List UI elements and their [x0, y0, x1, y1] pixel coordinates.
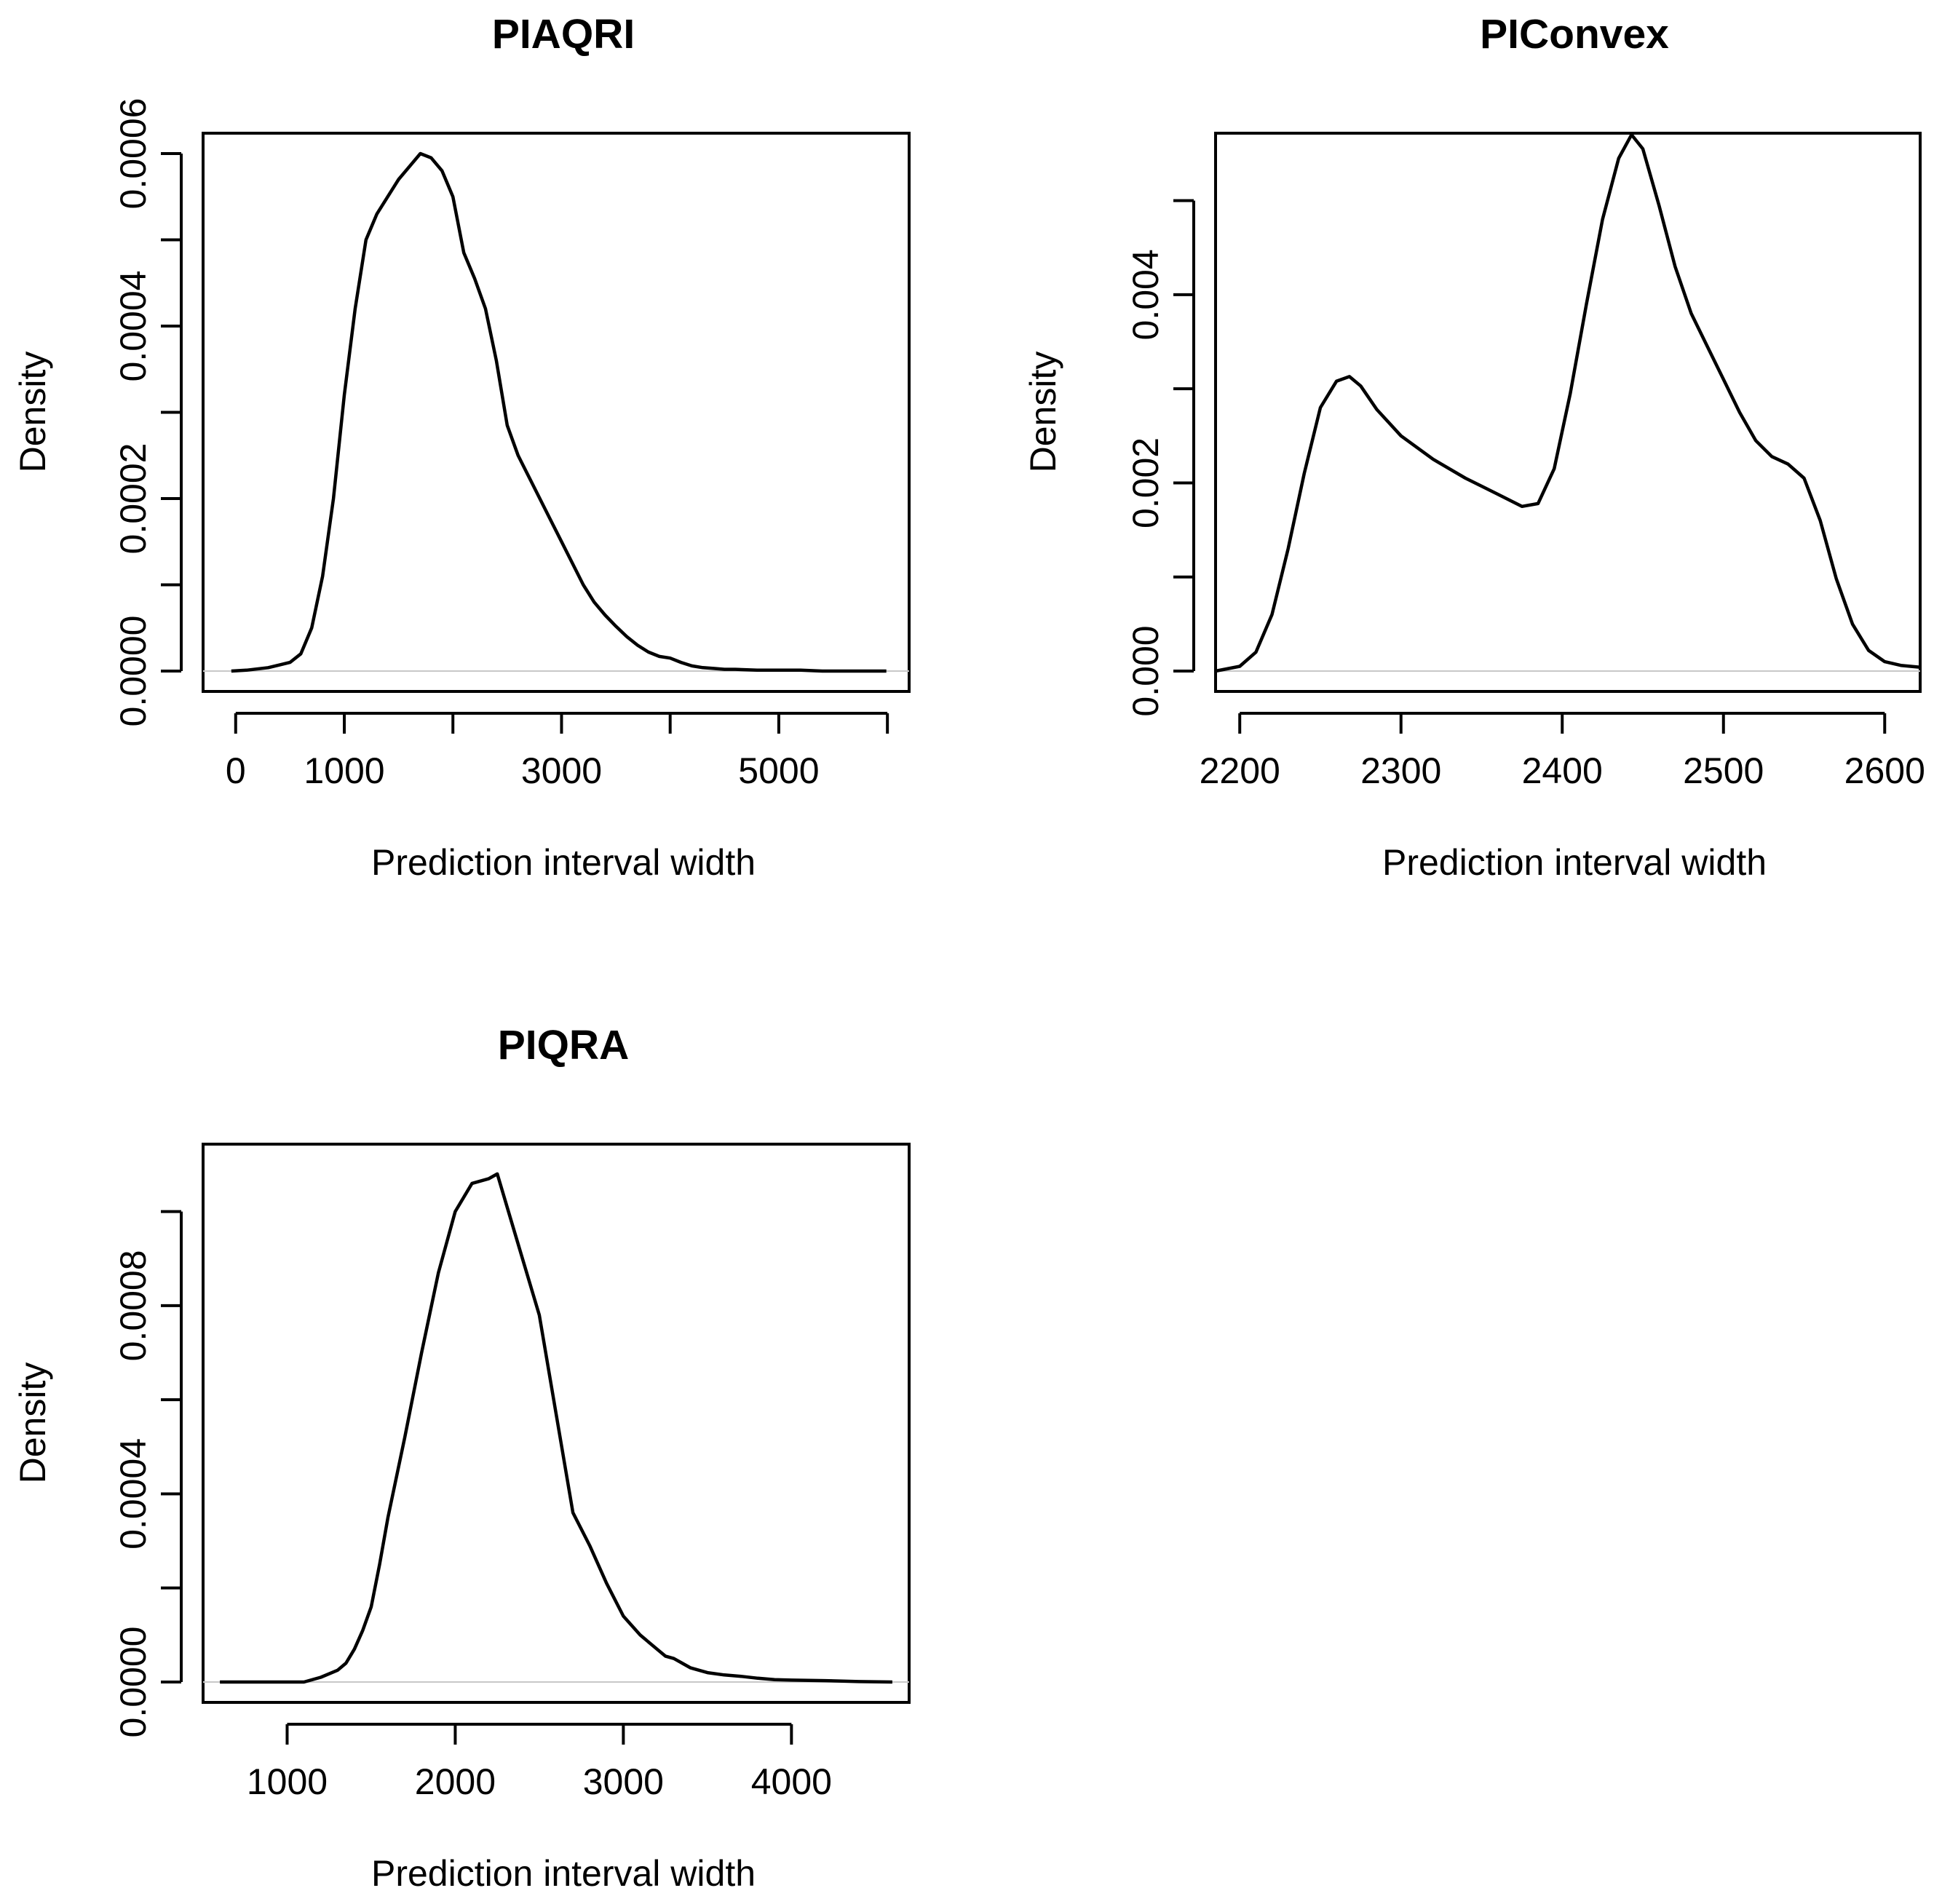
- x-tick-label: 2500: [1683, 750, 1764, 791]
- x-tick-label: 2200: [1200, 750, 1280, 791]
- x-tick-label: 2000: [415, 1761, 496, 1802]
- density-curve: [231, 151, 887, 673]
- panel-piaqri: PIAQRI 0 1000 3000 5000 0.00000.00020.00040…: [12, 11, 911, 883]
- density-curve: [1215, 132, 1921, 673]
- y-tick-label: 0.0004: [113, 271, 154, 382]
- y-axis: 0.0000 0.0002 0.0004 0.0006: [113, 98, 183, 727]
- y-axis-label: Density: [12, 1362, 53, 1484]
- y-tick-label: 0.0008: [113, 1250, 154, 1361]
- plot-frame: [1214, 132, 1922, 693]
- x-tick-label: 5000: [738, 750, 819, 791]
- y-tick-label: 0.0004: [113, 1438, 154, 1550]
- panel-title: PIAQRI: [492, 11, 635, 57]
- y-tick-label: 0.0002: [113, 443, 154, 555]
- plot-frame: [202, 1143, 911, 1704]
- y-axis: 0.0000 0.0004 0.0008: [113, 1210, 183, 1738]
- y-tick-label: 0.000: [1125, 625, 1166, 716]
- panel-piqra: PIQRA 1000 2000 3000 4000 0.00000.00040.000…: [12, 1022, 911, 1894]
- x-axis-label: Prediction interval width: [1382, 842, 1767, 883]
- y-axis: 0.000 0.002 0.004: [1125, 199, 1195, 717]
- y-tick-label: 0.0006: [113, 98, 154, 210]
- x-axis: 0 1000 3000 5000: [226, 712, 889, 791]
- x-axis-label: Prediction interval width: [371, 842, 756, 883]
- x-axis: 1000 2000 3000 4000: [247, 1723, 832, 1802]
- y-tick-label: 0.002: [1125, 437, 1166, 528]
- x-tick-label: 1000: [304, 750, 384, 791]
- panel-title: PIConvex: [1480, 11, 1669, 57]
- y-tick-label: 0.0000: [113, 616, 154, 727]
- panel-title: PIQRA: [498, 1022, 630, 1068]
- plot-frame: [202, 132, 911, 693]
- x-tick-label: 2400: [1522, 750, 1603, 791]
- density-curve: [220, 1172, 892, 1684]
- panel-piconvex: PIConvex 2200 2300 2400 2500 2600 0.000 0.002…: [1023, 11, 1925, 883]
- x-axis-label: Prediction interval width: [371, 1853, 756, 1894]
- x-tick-label: 3000: [583, 1761, 664, 1802]
- x-axis: 2200 2300 2400 2500 2600: [1200, 712, 1925, 791]
- y-tick-label: 0.004: [1125, 249, 1166, 340]
- x-tick-label: 1000: [247, 1761, 328, 1802]
- y-axis-label: Density: [1023, 352, 1063, 473]
- x-tick-label: 3000: [521, 750, 602, 791]
- x-tick-label: 4000: [751, 1761, 832, 1802]
- y-tick-label: 0.0000: [113, 1627, 154, 1738]
- x-tick-label: 2600: [1844, 750, 1925, 791]
- y-axis-label: Density: [12, 352, 53, 473]
- x-tick-label: 2300: [1360, 750, 1441, 791]
- x-tick-label: 0: [226, 750, 246, 791]
